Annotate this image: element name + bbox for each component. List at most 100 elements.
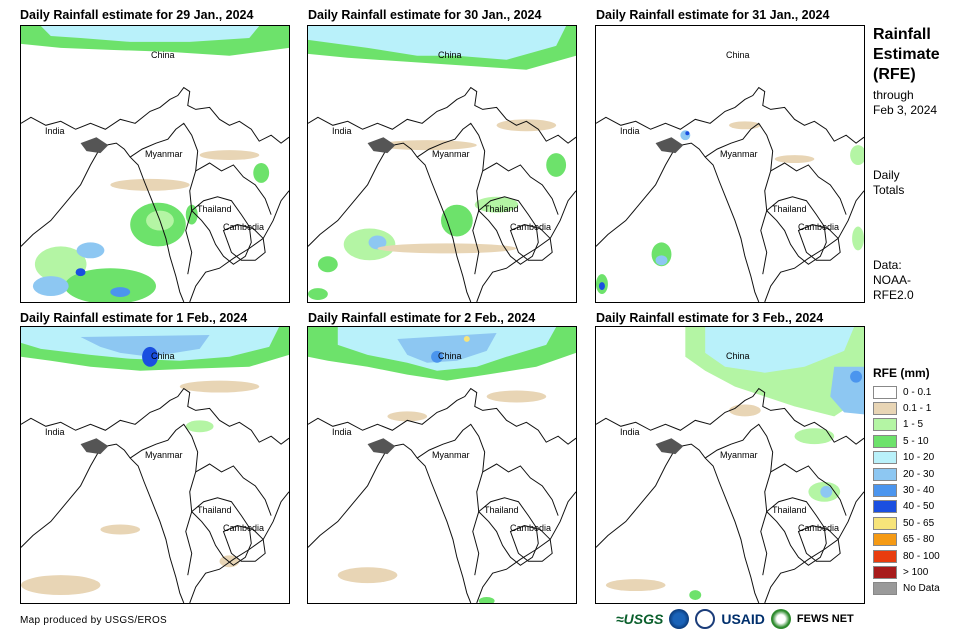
legend-item: 0 - 0.1 (873, 384, 940, 400)
legend-item: 10 - 20 (873, 450, 940, 466)
delta-shading (367, 137, 396, 154)
rainfall-area (179, 380, 260, 393)
map-panel-6: China India Myanmar Thailand Cambodia (595, 326, 865, 604)
rainfall-area (32, 276, 69, 297)
label-india: India (45, 126, 65, 136)
country-border (596, 387, 864, 445)
panel-title-4: Daily Rainfall estimate for 1 Feb., 2024 (20, 311, 248, 325)
through-date: Feb 3, 2024 (873, 103, 938, 117)
rainfall-area (110, 287, 131, 298)
fews-globe-icon (770, 609, 791, 629)
rfe-title: Rainfall Estimate (RFE) (873, 25, 940, 85)
rainfall-area (463, 335, 470, 342)
delta-shading (367, 438, 396, 455)
label-myanmar: Myanmar (145, 149, 183, 159)
rainfall-area (486, 390, 547, 403)
panel-title-2: Daily Rainfall estimate for 30 Jan., 202… (308, 8, 542, 22)
legend-swatch (873, 500, 897, 514)
rainfall-area (317, 256, 338, 273)
label-cambodia: Cambodia (223, 523, 265, 533)
rainfall-area (852, 226, 864, 251)
daily-line-1: Daily (873, 168, 900, 182)
legend-swatch (873, 484, 897, 498)
label-thailand: Thailand (484, 204, 519, 214)
seal-icon (695, 609, 716, 629)
legend-item: 5 - 10 (873, 433, 940, 449)
myanmar-border (704, 423, 774, 576)
rainfall-area (546, 153, 567, 177)
rfe-title-line-2: Estimate (873, 46, 940, 63)
legend-label: 50 - 65 (903, 517, 935, 529)
legend-label: > 100 (903, 566, 929, 578)
myanmar-border (129, 122, 199, 275)
map-canvas (596, 327, 864, 603)
data-source: Data: NOAA- RFE2.0 (873, 258, 914, 303)
rainfall-area (705, 327, 855, 373)
map-canvas (21, 26, 289, 302)
label-china: China (438, 351, 462, 361)
rainfall-area (598, 282, 605, 291)
rainfall-area (75, 268, 86, 277)
label-china: China (151, 351, 175, 361)
map-panel-4: China India Myanmar Thailand Cambodia (20, 326, 290, 604)
legend-item: 30 - 40 (873, 482, 940, 498)
legend-swatch (873, 565, 897, 579)
legend-label: 65 - 80 (903, 534, 935, 546)
country-border (21, 86, 289, 144)
coastline (596, 443, 864, 603)
map-canvas (21, 327, 289, 603)
rainfall-area (850, 145, 864, 165)
legend-label: 30 - 40 (903, 485, 935, 497)
legend-item: 20 - 30 (873, 466, 940, 482)
map-panel-1: China India Myanmar Thailand Cambodia (20, 25, 290, 303)
legend-label: 0.1 - 1 (903, 403, 932, 415)
label-india: India (332, 126, 352, 136)
rainfall-area (655, 255, 668, 266)
legend-swatch (873, 533, 897, 547)
label-china: China (151, 50, 175, 60)
thailand-border (765, 497, 827, 566)
label-thailand: Thailand (772, 505, 807, 515)
legend-item: 40 - 50 (873, 499, 940, 515)
myanmar-border (129, 423, 199, 576)
thailand-border (190, 196, 252, 265)
rainfall-area (474, 196, 519, 213)
legend-swatch (873, 582, 897, 596)
panel-title-1: Daily Rainfall estimate for 29 Jan., 202… (20, 8, 254, 22)
fews-net-logo: FEWS NET (796, 613, 854, 625)
label-india: India (620, 427, 640, 437)
rainfall-area (377, 140, 477, 151)
label-thailand: Thailand (197, 505, 232, 515)
label-myanmar: Myanmar (432, 450, 470, 460)
label-cambodia: Cambodia (798, 523, 840, 533)
rainfall-area (142, 346, 158, 367)
laos-border (195, 162, 272, 215)
rainfall-area (76, 242, 105, 259)
label-thailand: Thailand (772, 204, 807, 214)
legend-label: 40 - 50 (903, 501, 935, 513)
delta-shading (80, 137, 109, 154)
delta-shading (655, 438, 684, 455)
legend-item: 1 - 5 (873, 417, 940, 433)
cambodia-border (797, 224, 841, 261)
cambodia-border (222, 224, 266, 261)
map-panel-3: China India Myanmar Thailand Cambodia (595, 25, 865, 303)
label-cambodia: Cambodia (223, 222, 265, 232)
legend-label: 0 - 0.1 (903, 386, 932, 398)
label-thailand: Thailand (484, 505, 519, 515)
legend-item: 0.1 - 1 (873, 400, 940, 416)
cambodia-border (797, 525, 841, 562)
delta-shading (80, 438, 109, 455)
legend-swatch (873, 402, 897, 416)
map-credit: Map produced by USGS/EROS (20, 615, 168, 626)
legend-swatch (873, 434, 897, 448)
laos-border (482, 162, 559, 215)
laos-border (770, 463, 847, 516)
panel-title-6: Daily Rainfall estimate for 3 Feb., 2024 (596, 311, 824, 325)
legend-swatch (873, 549, 897, 563)
rainfall-area (337, 567, 398, 584)
laos-border (482, 463, 559, 516)
label-myanmar: Myanmar (720, 450, 758, 460)
rainfall-area (794, 428, 835, 445)
rainfall-area (100, 524, 141, 535)
